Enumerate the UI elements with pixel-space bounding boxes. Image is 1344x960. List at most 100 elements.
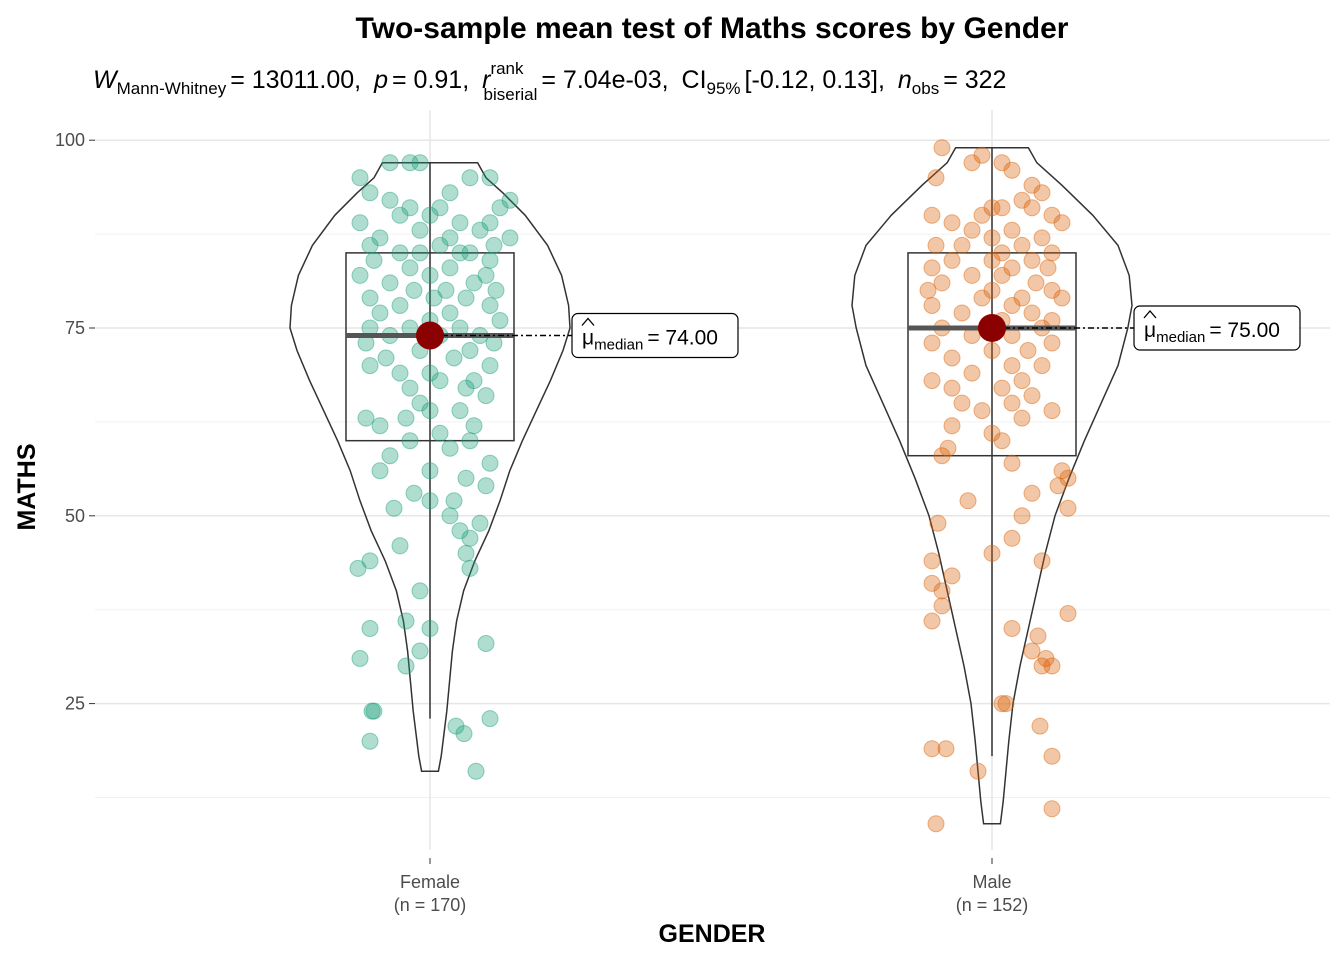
data-point: [919, 281, 937, 299]
data-point: [361, 289, 379, 307]
data-point: [349, 559, 367, 577]
data-point: [943, 417, 961, 435]
data-point: [1039, 259, 1057, 277]
data-point: [381, 447, 399, 465]
data-point: [381, 191, 399, 209]
data-point: [939, 439, 957, 457]
data-point: [491, 199, 509, 217]
y-tick-label: 75: [65, 318, 85, 338]
data-point: [421, 462, 439, 480]
data-point: [1043, 244, 1061, 262]
y-tick-label: 100: [55, 130, 85, 150]
data-point: [411, 244, 429, 262]
data-point: [385, 499, 403, 517]
data-point: [391, 206, 409, 224]
data-point: [1059, 469, 1077, 487]
data-point: [421, 620, 439, 637]
data-point: [465, 274, 483, 292]
data-point: [943, 379, 961, 397]
data-point: [451, 522, 469, 540]
data-point: [421, 364, 439, 382]
data-point: [461, 342, 479, 359]
data-point: [923, 612, 941, 630]
data-point: [437, 281, 455, 299]
data-point: [481, 169, 499, 187]
data-point: [391, 364, 409, 382]
data-point: [933, 582, 951, 600]
data-point: [397, 657, 415, 675]
data-point: [477, 635, 495, 652]
box: [907, 252, 1077, 457]
median-label-box: [1133, 305, 1301, 351]
data-point: [377, 349, 395, 367]
data-point: [1043, 402, 1061, 420]
data-point: [983, 251, 1001, 269]
x-tick-count: (n = 152): [956, 895, 1029, 915]
data-point: [465, 417, 483, 435]
median-point: [978, 314, 1006, 342]
data-point: [481, 357, 499, 375]
data-point: [1053, 289, 1071, 307]
data-point: [357, 409, 375, 427]
data-point: [405, 484, 423, 502]
data-point: [1023, 251, 1041, 269]
data-point: [361, 552, 379, 570]
data-point: [1003, 297, 1021, 314]
chart-subtitle: WMann-Whitney = 13011.00, p = 0.91, rrank b…: [93, 59, 1006, 104]
data-point: [1029, 627, 1047, 645]
data-point: [451, 402, 469, 420]
data-point: [973, 402, 991, 420]
data-point: [933, 597, 951, 615]
data-point: [1013, 289, 1031, 307]
data-point: [411, 154, 429, 172]
data-point: [371, 462, 389, 480]
data-point: [1013, 409, 1031, 427]
data-point: [361, 184, 379, 202]
data-point: [943, 567, 961, 585]
data-point: [1023, 304, 1041, 322]
data-point: [953, 304, 971, 322]
data-point: [461, 559, 479, 577]
data-point: [933, 274, 951, 292]
data-point: [401, 154, 419, 172]
data-point: [351, 214, 369, 232]
data-point: [421, 402, 439, 420]
data-point: [467, 762, 485, 780]
data-point: [1003, 221, 1021, 239]
data-point: [963, 221, 981, 239]
data-point: [397, 612, 415, 630]
data-point: [361, 357, 379, 375]
data-point: [481, 454, 499, 472]
data-point: [397, 409, 415, 427]
points: [349, 154, 519, 780]
data-point: [993, 154, 1011, 172]
data-point: [477, 266, 495, 284]
data-point: [477, 387, 495, 405]
data-point: [1023, 199, 1041, 217]
data-point: [927, 169, 945, 187]
data-point: [451, 214, 469, 232]
groups: μmedian = 74.00 μmedian = 75.00: [289, 139, 1301, 833]
data-point: [351, 650, 369, 667]
data-point: [1003, 259, 1021, 277]
median-label-text: μmedian = 75.00: [1144, 319, 1280, 346]
data-point: [361, 620, 379, 637]
data-point: [923, 206, 941, 224]
x-axis: Female (n = 170) Male (n = 152): [394, 858, 1029, 915]
data-point: [1013, 236, 1031, 254]
chart-title: Two-sample mean test of Maths scores by …: [356, 12, 1069, 45]
data-point: [973, 146, 991, 164]
data-point: [953, 236, 971, 254]
data-point: [441, 304, 459, 322]
data-point: [959, 492, 977, 510]
data-point: [983, 342, 1001, 359]
box: [345, 252, 515, 442]
data-point: [447, 717, 465, 735]
data-point: [1003, 529, 1021, 547]
x-tick-label: Female: [400, 872, 460, 892]
data-point: [365, 702, 383, 720]
data-point: [363, 702, 381, 720]
data-point: [1053, 462, 1071, 480]
data-point: [371, 417, 389, 435]
data-point: [933, 139, 951, 157]
